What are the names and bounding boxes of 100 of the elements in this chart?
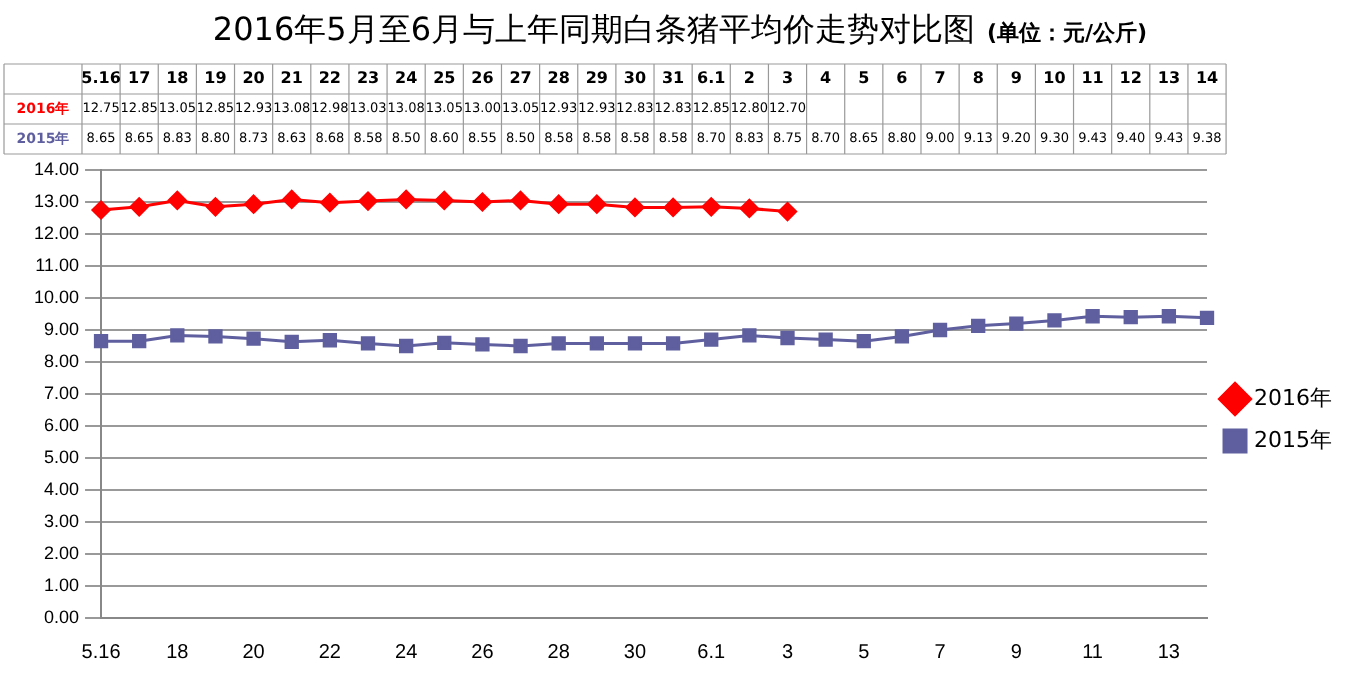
point	[778, 202, 798, 222]
category-label: 26	[471, 641, 494, 664]
category-label: 22	[318, 641, 341, 664]
y-tick-label: 0.00	[43, 606, 80, 627]
point	[320, 193, 340, 213]
point	[894, 329, 910, 344]
point	[1047, 313, 1062, 328]
y-tick-label: 13.00	[33, 190, 80, 211]
category-label: 11	[1082, 641, 1103, 664]
point	[284, 334, 299, 349]
point	[513, 338, 528, 354]
point	[587, 194, 607, 214]
x-tick-label: 26	[471, 69, 495, 88]
category-label: 24	[395, 641, 418, 664]
point	[434, 190, 454, 210]
x-tick-label: 18	[166, 69, 190, 88]
point	[511, 190, 531, 210]
point	[818, 332, 833, 347]
category-label: 5.16	[81, 641, 121, 664]
x-tick-label: 5	[858, 69, 871, 88]
point	[701, 197, 721, 217]
x-tick-label: 6.1	[697, 69, 727, 88]
point	[1161, 309, 1177, 324]
point	[780, 330, 795, 346]
point	[132, 334, 147, 349]
x-tick-label: 24	[395, 69, 419, 88]
y-tick-label: 14.00	[33, 158, 80, 179]
y-tick-label: 12.00	[33, 222, 80, 243]
x-tick-label: 2	[743, 69, 755, 88]
x-tick-label: 17	[128, 69, 151, 88]
point	[475, 337, 490, 352]
point	[129, 197, 149, 217]
point	[170, 328, 185, 343]
category-label: 20	[242, 641, 265, 664]
point	[246, 331, 261, 346]
x-tick-label: 21	[280, 69, 304, 88]
point	[1123, 310, 1138, 325]
x-tick-label: 28	[547, 69, 571, 88]
y-tick-label: 1.00	[43, 574, 80, 595]
y-tick-label: 7.00	[43, 382, 80, 403]
x-tick-label: 23	[356, 69, 380, 88]
y-tick-label: 2.00	[43, 542, 80, 563]
point	[205, 197, 225, 217]
point	[437, 335, 452, 350]
point	[856, 334, 871, 349]
point	[551, 336, 566, 351]
x-tick-label: 4	[820, 69, 833, 88]
point	[360, 336, 376, 351]
x-tick-label: 8	[972, 69, 985, 88]
category-label: 6.1	[697, 641, 726, 664]
point	[932, 322, 948, 338]
point	[358, 191, 378, 211]
point	[91, 200, 111, 220]
x-tick-label: 10	[1043, 69, 1067, 88]
y-tick-label: 8.00	[43, 350, 80, 371]
x-tick-label: 20	[242, 69, 266, 88]
point	[167, 190, 187, 210]
point	[93, 334, 109, 349]
x-tick-label: 22	[318, 69, 342, 88]
legend-label: 2016年	[1254, 384, 1333, 411]
y-tick-label: 9.00	[43, 318, 80, 339]
point	[665, 336, 681, 351]
category-label: 7	[934, 641, 946, 664]
x-tick-label: 11	[1081, 69, 1105, 88]
x-tick-label: 25	[433, 69, 457, 88]
x-tick-label: 30	[623, 69, 647, 88]
point	[625, 197, 645, 217]
point	[398, 338, 414, 354]
point	[1009, 316, 1024, 331]
chart-subtitle: (单位：元/公斤)	[987, 20, 1148, 46]
x-tick-label: 27	[509, 69, 532, 88]
category-label: 9	[1010, 641, 1022, 664]
point	[1085, 309, 1100, 324]
category-label: 5	[858, 641, 870, 664]
category-label: 18	[166, 641, 189, 664]
y-tick-label: 10.00	[33, 286, 80, 307]
y-tick-label: 11.00	[35, 254, 80, 275]
point	[472, 192, 492, 212]
y-tick-label: 3.00	[43, 510, 80, 531]
point	[663, 197, 683, 217]
point	[208, 329, 223, 344]
point	[627, 336, 643, 351]
point	[282, 189, 302, 209]
point	[971, 318, 986, 333]
legend-label: 2015年	[1254, 426, 1333, 453]
point	[589, 336, 604, 351]
x-tick-label: 3	[781, 69, 794, 88]
category-label: 3	[781, 641, 794, 664]
category-label: 30	[623, 641, 647, 664]
x-tick-label: 19	[204, 69, 228, 88]
x-tick-label: 13	[1157, 69, 1181, 88]
x-tick-label: 9	[1010, 69, 1023, 88]
x-tick-label: 29	[585, 69, 609, 88]
point	[742, 328, 757, 343]
chart-title: 2016年5月至6月与上年同期白条猪平均价走势对比图	[212, 10, 975, 48]
y-tick-label: 5.00	[43, 446, 80, 467]
point	[739, 198, 759, 218]
y-tick-label: 4.00	[43, 478, 80, 499]
x-tick-label: 12	[1119, 69, 1142, 88]
point	[704, 332, 719, 347]
